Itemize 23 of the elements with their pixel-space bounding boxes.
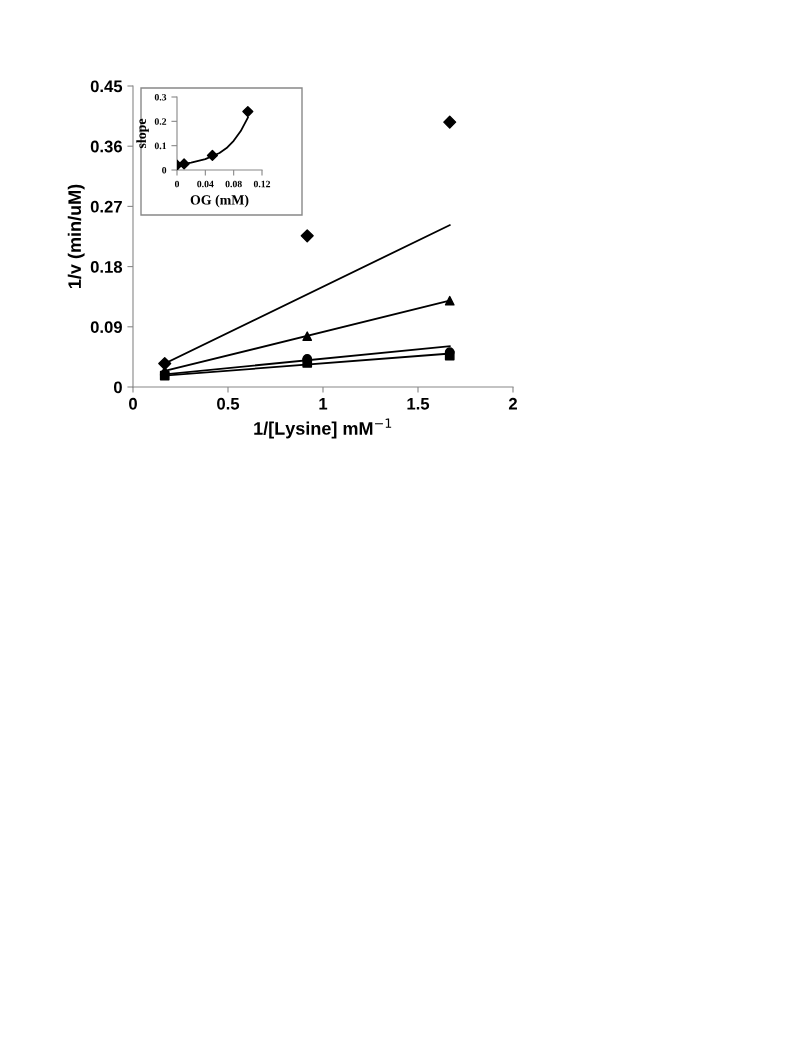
x-tick-label: 0.04	[197, 180, 214, 188]
y-tick-label: 0.18	[90, 261, 123, 273]
y-axis-title: slope	[136, 118, 149, 149]
x-axis-title: OG (mM)	[190, 194, 249, 208]
y-tick-label: 0.36	[90, 140, 122, 153]
x-tick-label: 0	[174, 180, 180, 188]
x-tick-label: 0.08	[225, 180, 242, 188]
x-tick-label: 0.5	[217, 397, 240, 410]
x-axis-title: 1/[Lysine] mM$^{−1}$	[254, 418, 392, 439]
y-tick-label: 0.09	[90, 321, 122, 333]
x-tick-label: 2	[508, 397, 517, 410]
y-tick-label: 0.45	[90, 80, 123, 93]
x-tick-label: 1.5	[407, 398, 430, 410]
x-tick-label: 0	[129, 397, 137, 410]
y-tick-label: 0	[113, 381, 122, 394]
y-tick-label: 0	[162, 166, 167, 174]
y-axis-title: 1/v (min/uM)	[67, 184, 85, 289]
x-tick-label: 0.12	[253, 180, 271, 188]
y-tick-label: 0.1	[154, 142, 167, 150]
y-tick-label: 0.27	[90, 200, 122, 213]
y-tick-label: 0.3	[154, 93, 167, 101]
x-tick-label: 1	[319, 398, 328, 410]
y-tick-label: 0.2	[154, 118, 167, 125]
